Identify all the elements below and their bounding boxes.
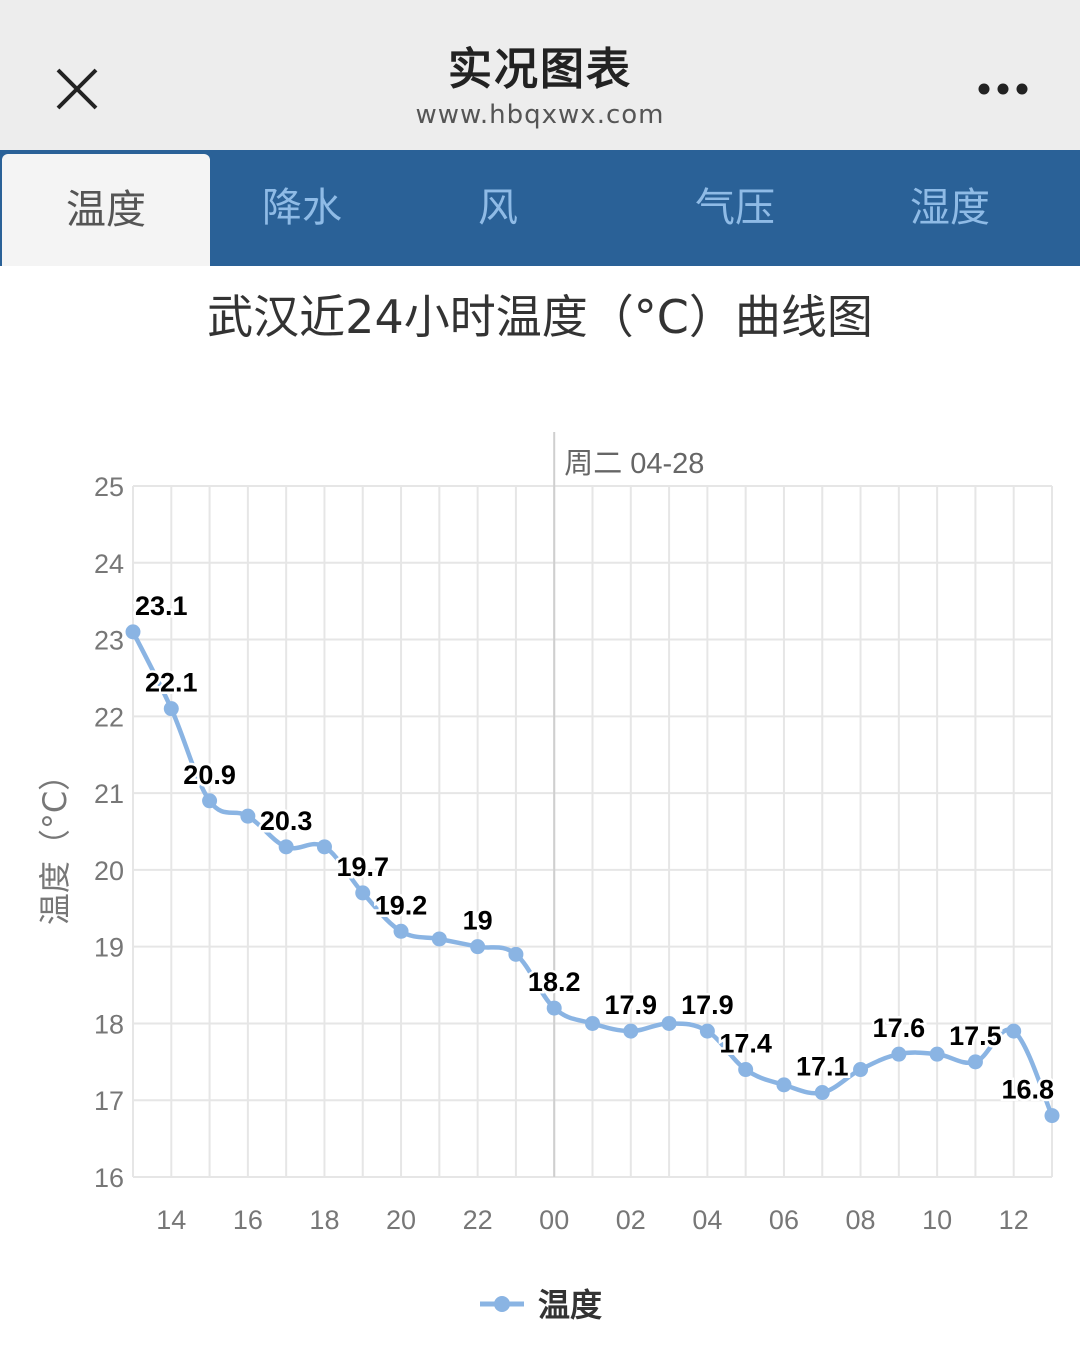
- data-point: [546, 1000, 562, 1016]
- data-point: [1044, 1108, 1060, 1124]
- data-point: [1006, 1023, 1022, 1039]
- data-point: [699, 1023, 715, 1039]
- x-tick-label: 14: [156, 1205, 186, 1235]
- data-point: [891, 1046, 907, 1062]
- data-point: [814, 1085, 830, 1101]
- chart-legend: 温度: [480, 1286, 602, 1324]
- data-label: 22.1: [145, 668, 198, 698]
- y-tick-label: 25: [94, 472, 124, 502]
- y-axis-title: 温度（°C）: [36, 759, 74, 925]
- data-point: [125, 624, 141, 640]
- x-tick-label: 04: [692, 1205, 722, 1235]
- data-label: 20.9: [183, 760, 236, 790]
- chart-title: 武汉近24小时温度（°C）曲线图: [207, 290, 873, 344]
- data-label: 19: [463, 906, 493, 936]
- more-dots-icon: [978, 83, 1028, 95]
- y-tick-label: 24: [94, 549, 124, 579]
- y-tick-label: 17: [94, 1086, 124, 1116]
- data-label: 17.4: [719, 1029, 772, 1059]
- data-point: [738, 1062, 754, 1078]
- tab-precipitation[interactable]: 降水: [262, 185, 342, 231]
- data-point: [202, 793, 218, 809]
- data-point: [278, 839, 294, 855]
- close-button[interactable]: [48, 60, 106, 118]
- tab-wind[interactable]: 风: [478, 185, 518, 231]
- header-title-group: 实况图表 www.hbqxwx.com: [0, 42, 1080, 132]
- tab-humidity[interactable]: 湿度: [910, 185, 990, 231]
- data-point: [240, 808, 256, 824]
- data-point: [163, 701, 179, 717]
- x-tick-label: 12: [999, 1205, 1029, 1235]
- y-tick-label: 18: [94, 1009, 124, 1039]
- data-label: 17.9: [681, 990, 734, 1020]
- y-tick-label: 23: [94, 626, 124, 656]
- x-tick-label: 02: [616, 1205, 646, 1235]
- data-label: 17.5: [949, 1021, 1002, 1051]
- y-tick-label: 20: [94, 856, 124, 886]
- legend-label: 温度: [538, 1286, 602, 1324]
- data-label: 19.2: [375, 890, 428, 920]
- data-point: [585, 1015, 600, 1031]
- y-tick-label: 21: [94, 779, 124, 809]
- data-point: [776, 1077, 792, 1093]
- close-icon: [56, 68, 98, 110]
- y-tick-label: 22: [94, 702, 124, 732]
- data-point: [853, 1062, 869, 1078]
- data-point: [508, 946, 524, 962]
- data-point: [355, 885, 371, 901]
- page-title: 实况图表: [448, 44, 632, 95]
- chart-grid: [132, 485, 1053, 1178]
- more-button[interactable]: [968, 72, 1040, 106]
- data-point: [661, 1015, 677, 1031]
- data-point: [470, 939, 486, 955]
- data-label: 20.3: [260, 806, 313, 836]
- data-point: [623, 1023, 639, 1039]
- x-tick-label: 22: [463, 1205, 493, 1235]
- y-tick-label: 16: [94, 1163, 124, 1193]
- data-point: [431, 931, 447, 947]
- data-label: 19.7: [336, 852, 389, 882]
- y-tick-label: 19: [94, 933, 124, 963]
- x-tick-label: 16: [233, 1205, 263, 1235]
- data-label: 17.1: [796, 1052, 849, 1082]
- data-label: 16.8: [1001, 1075, 1054, 1105]
- data-point: [929, 1046, 945, 1062]
- tab-bar: 温度 降水 风 气压 湿度: [0, 150, 1080, 266]
- x-tick-label: 06: [769, 1205, 799, 1235]
- data-label: 23.1: [135, 591, 188, 621]
- x-tick-label: 18: [309, 1205, 339, 1235]
- tab-pressure[interactable]: 气压: [695, 185, 775, 231]
- data-point: [316, 839, 332, 855]
- x-tick-label: 10: [922, 1205, 952, 1235]
- x-tick-label: 00: [539, 1205, 569, 1235]
- data-point: [393, 923, 409, 939]
- top-bar: 实况图表 www.hbqxwx.com: [0, 0, 1080, 150]
- data-label: 17.6: [873, 1013, 926, 1043]
- legend-marker: [494, 1296, 510, 1312]
- data-label: 17.9: [605, 990, 658, 1020]
- data-point: [967, 1054, 983, 1070]
- data-label: 18.2: [528, 967, 581, 997]
- tab-temperature[interactable]: 温度: [2, 154, 210, 266]
- day-marker-label: 周二 04-28: [564, 448, 704, 480]
- x-tick-label: 20: [386, 1205, 416, 1235]
- page-url: www.hbqxwx.com: [415, 100, 665, 130]
- x-tick-label: 08: [846, 1205, 876, 1235]
